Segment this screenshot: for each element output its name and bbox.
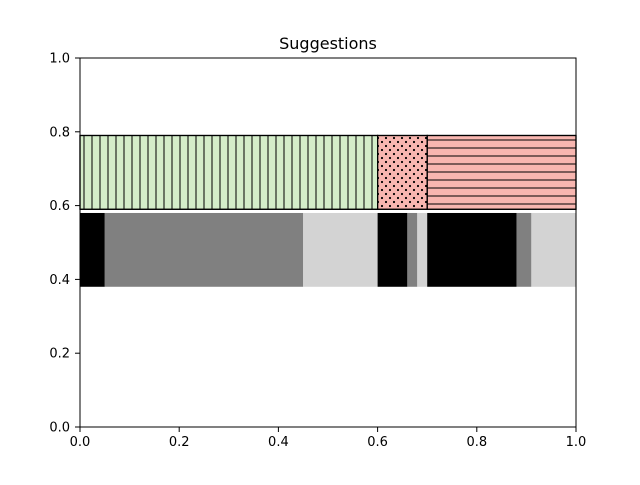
bar-segment-1-6 xyxy=(427,212,517,287)
y-tick-label-2: 0.4 xyxy=(49,273,70,288)
bar-segment-1-1 xyxy=(104,212,304,287)
bar-segment-1-8 xyxy=(531,212,576,287)
x-tick-label-1: 0.2 xyxy=(169,435,190,450)
bar-segment-1-2 xyxy=(303,212,378,287)
y-tick-label-0: 0.0 xyxy=(49,421,70,436)
bar-segment-1-0 xyxy=(80,212,105,287)
y-tick-label-5: 1.0 xyxy=(49,52,70,67)
bars-group xyxy=(79,134,577,287)
bar-segment-1-5 xyxy=(417,212,428,287)
y-tick-label-1: 0.2 xyxy=(49,347,70,362)
x-tick-label-5: 1.0 xyxy=(566,435,587,450)
y-tick-label-4: 0.8 xyxy=(49,125,70,140)
chart-title: Suggestions xyxy=(279,34,377,53)
x-tick-label-0: 0.0 xyxy=(70,435,91,450)
x-tick-label-4: 0.8 xyxy=(466,435,487,450)
bar-segment-1-4 xyxy=(407,212,418,287)
x-tick-label-2: 0.4 xyxy=(268,435,289,450)
bar-segment-1-7 xyxy=(516,212,532,287)
bar-hatch-0-1 xyxy=(377,134,428,210)
y-tick-label-3: 0.6 xyxy=(49,199,70,214)
bar-hatch-0-2 xyxy=(426,134,577,210)
axes-frame xyxy=(79,57,577,428)
bar-segment-1-3 xyxy=(377,212,408,287)
bar-hatch-0-0 xyxy=(79,134,379,210)
x-tick-label-3: 0.6 xyxy=(367,435,388,450)
axes-group: 0.0 0.2 0.4 0.6 0.8 1.0 0.0 0.2 0.4 0.6 0.8 1.0 xyxy=(49,52,586,451)
